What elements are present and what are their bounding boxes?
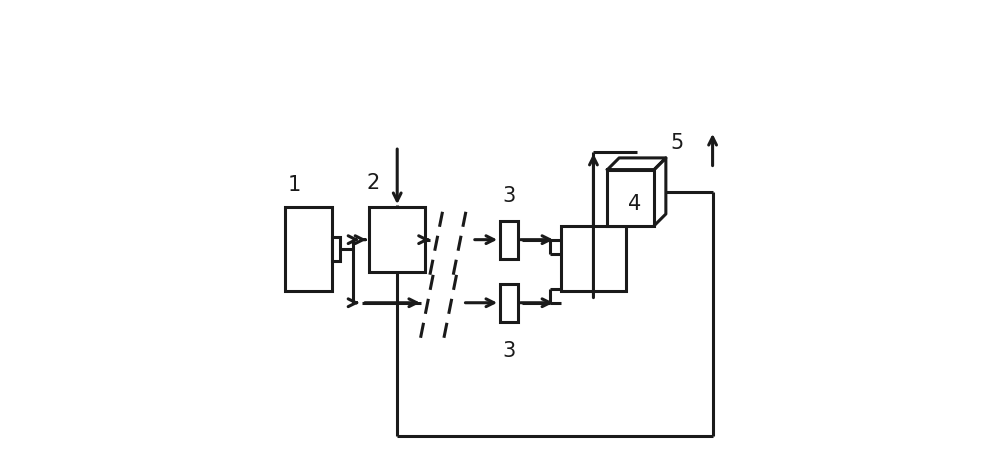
Text: 5: 5 — [671, 133, 684, 153]
Bar — [607, 170, 654, 226]
Bar — [332, 237, 340, 261]
Bar — [561, 226, 626, 291]
Bar — [500, 283, 518, 322]
Bar — [369, 207, 425, 273]
Bar — [500, 220, 518, 259]
Bar — [285, 207, 332, 291]
Text: 1: 1 — [287, 175, 301, 196]
Text: 4: 4 — [628, 194, 642, 214]
Text: 3: 3 — [502, 187, 516, 206]
Text: 3: 3 — [502, 341, 516, 360]
Text: 2: 2 — [367, 173, 380, 193]
